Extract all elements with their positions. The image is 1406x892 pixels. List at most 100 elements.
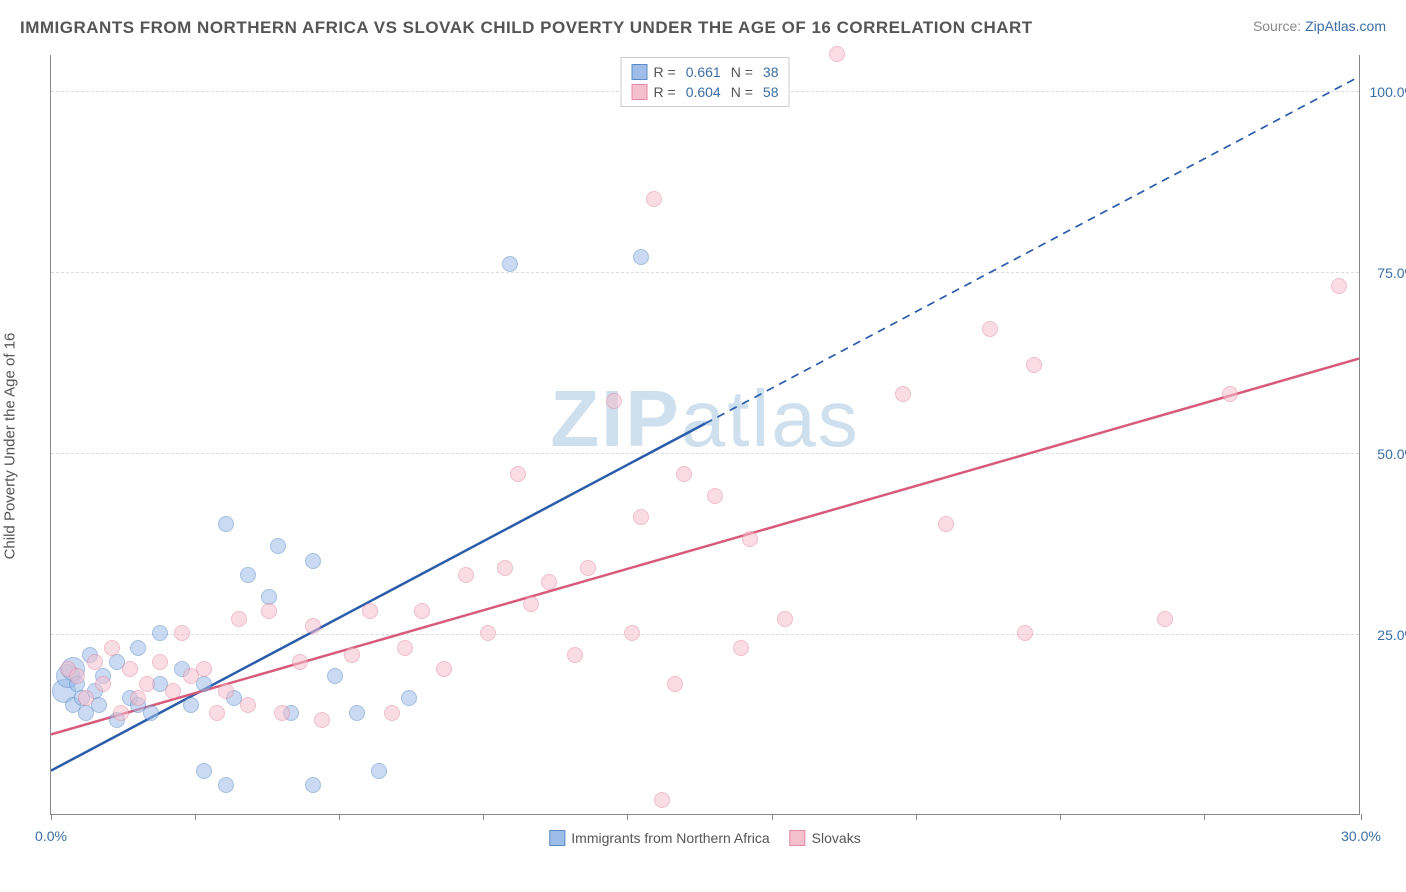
legend-item-series2: Slovaks — [790, 830, 861, 846]
scatter-point — [122, 661, 138, 677]
square-icon — [549, 830, 565, 846]
scatter-point — [292, 654, 308, 670]
scatter-point — [113, 705, 129, 721]
scatter-point — [143, 705, 159, 721]
scatter-point — [371, 763, 387, 779]
scatter-point — [314, 712, 330, 728]
scatter-point — [497, 560, 513, 576]
x-tick — [627, 814, 628, 820]
scatter-point — [270, 538, 286, 554]
n-value: 38 — [759, 62, 779, 82]
gridline: 50.0% — [51, 453, 1359, 454]
scatter-point — [183, 697, 199, 713]
y-tick-label: 100.0% — [1370, 84, 1406, 100]
scatter-point — [733, 640, 749, 656]
n-label: N = — [731, 82, 753, 102]
scatter-point — [218, 516, 234, 532]
scatter-point — [87, 654, 103, 670]
x-tick — [339, 814, 340, 820]
scatter-point — [654, 792, 670, 808]
scatter-point — [1222, 386, 1238, 402]
gridline: 25.0% — [51, 634, 1359, 635]
y-axis-label: Child Poverty Under the Age of 16 — [2, 219, 19, 446]
scatter-point — [1026, 357, 1042, 373]
scatter-point — [218, 777, 234, 793]
scatter-point — [152, 654, 168, 670]
n-value: 58 — [759, 82, 779, 102]
scatter-point — [502, 256, 518, 272]
y-tick-label: 50.0% — [1377, 446, 1406, 462]
n-label: N = — [731, 62, 753, 82]
scatter-point — [480, 625, 496, 641]
scatter-point — [580, 560, 596, 576]
x-tick — [1060, 814, 1061, 820]
scatter-point — [78, 690, 94, 706]
scatter-point — [401, 690, 417, 706]
r-value: 0.604 — [682, 82, 725, 102]
scatter-point — [130, 640, 146, 656]
scatter-point — [305, 553, 321, 569]
scatter-point — [130, 690, 146, 706]
scatter-point — [938, 516, 954, 532]
scatter-point — [362, 603, 378, 619]
scatter-point — [606, 393, 622, 409]
r-value: 0.661 — [682, 62, 725, 82]
y-tick-label: 75.0% — [1377, 265, 1406, 281]
scatter-point — [567, 647, 583, 663]
square-icon — [790, 830, 806, 846]
scatter-point — [305, 618, 321, 634]
r-label: R = — [654, 62, 676, 82]
scatter-point — [667, 676, 683, 692]
r-label: R = — [654, 82, 676, 102]
correlation-legend: R = 0.661 N = 38 R = 0.604 N = 58 — [621, 57, 790, 107]
x-tick — [1204, 814, 1205, 820]
scatter-point — [895, 386, 911, 402]
scatter-point — [69, 668, 85, 684]
scatter-point — [1157, 611, 1173, 627]
source-label: Source: — [1253, 18, 1305, 34]
scatter-point — [344, 647, 360, 663]
x-tick — [195, 814, 196, 820]
scatter-point — [349, 705, 365, 721]
scatter-point — [541, 574, 557, 590]
scatter-point — [305, 777, 321, 793]
scatter-point — [196, 763, 212, 779]
scatter-point — [624, 625, 640, 641]
x-tick — [772, 814, 773, 820]
x-tick — [483, 814, 484, 820]
legend-label: Slovaks — [812, 830, 861, 846]
scatter-point — [196, 661, 212, 677]
watermark: ZIPatlas — [550, 373, 859, 465]
x-tick-label: 0.0% — [35, 828, 67, 844]
scatter-point — [174, 625, 190, 641]
scatter-point — [1017, 625, 1033, 641]
scatter-point — [165, 683, 181, 699]
chart-title: IMMIGRANTS FROM NORTHERN AFRICA VS SLOVA… — [20, 18, 1033, 38]
scatter-point — [742, 531, 758, 547]
x-tick-label: 30.0% — [1341, 828, 1381, 844]
legend-row-series2: R = 0.604 N = 58 — [632, 82, 779, 102]
scatter-point — [327, 668, 343, 684]
scatter-point — [676, 466, 692, 482]
scatter-point — [397, 640, 413, 656]
scatter-point — [209, 705, 225, 721]
legend-label: Immigrants from Northern Africa — [571, 830, 769, 846]
scatter-point — [384, 705, 400, 721]
legend-row-series1: R = 0.661 N = 38 — [632, 62, 779, 82]
scatter-point — [139, 676, 155, 692]
source-attribution: Source: ZipAtlas.com — [1253, 18, 1386, 34]
scatter-point — [523, 596, 539, 612]
scatter-point — [240, 697, 256, 713]
scatter-point — [982, 321, 998, 337]
scatter-point — [414, 603, 430, 619]
scatter-point — [777, 611, 793, 627]
square-icon — [632, 84, 648, 100]
scatter-point — [261, 603, 277, 619]
y-tick-label: 25.0% — [1377, 627, 1406, 643]
source-link[interactable]: ZipAtlas.com — [1305, 18, 1386, 34]
chart-plot-area: ZIPatlas 25.0%50.0%75.0%100.0% 0.0%30.0%… — [50, 55, 1360, 815]
scatter-point — [104, 640, 120, 656]
legend-item-series1: Immigrants from Northern Africa — [549, 830, 769, 846]
scatter-point — [274, 705, 290, 721]
scatter-point — [218, 683, 234, 699]
